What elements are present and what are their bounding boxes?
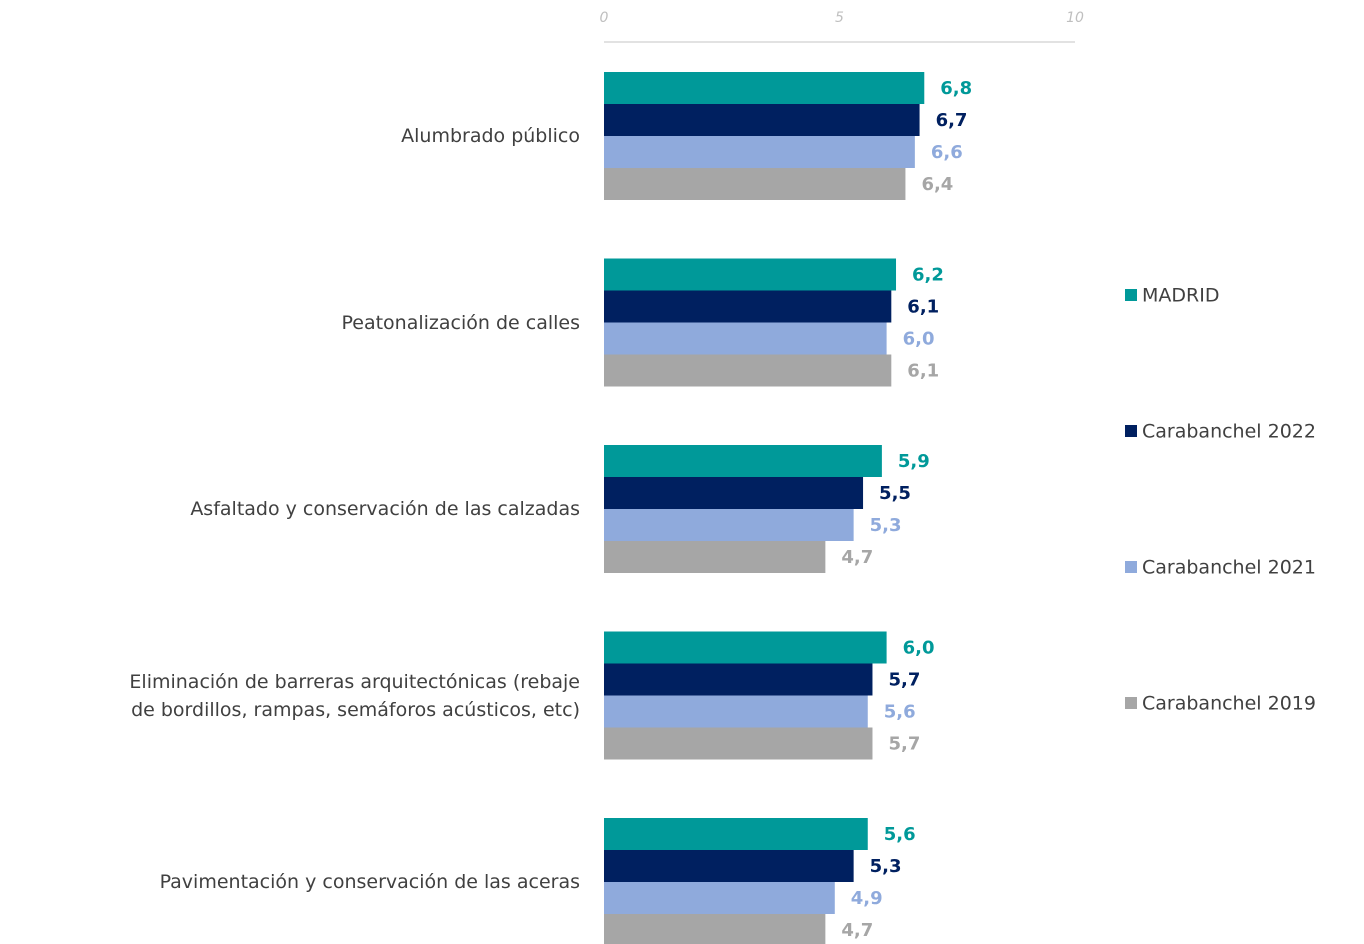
bar: [604, 136, 915, 168]
value-label: 4,7: [841, 547, 873, 568]
value-label: 6,1: [907, 297, 939, 318]
bar: [604, 850, 854, 882]
legend-swatch: [1125, 697, 1137, 709]
bar: [604, 631, 887, 664]
value-label: 5,3: [870, 856, 902, 877]
bar: [604, 695, 868, 728]
x-tick-label: 0: [600, 10, 609, 26]
bar: [604, 354, 892, 387]
value-label: 5,5: [879, 483, 911, 504]
legend-label: Carabanchel 2021: [1142, 557, 1316, 579]
legend-label: Carabanchel 2022: [1142, 421, 1316, 443]
bar: [604, 258, 897, 291]
bar: [604, 72, 925, 104]
value-label: 6,2: [912, 265, 944, 286]
value-label: 6,0: [903, 329, 935, 350]
bar: [604, 727, 873, 760]
value-label: 5,6: [884, 702, 916, 723]
value-label: 6,0: [903, 638, 935, 659]
value-label: 5,7: [888, 734, 920, 755]
value-label: 5,3: [870, 515, 902, 536]
category-label: Alumbrado público: [401, 125, 580, 147]
bar: [604, 168, 906, 200]
value-label: 6,7: [936, 110, 968, 131]
category-label: Eliminación de barreras arquitectónicas …: [129, 670, 580, 721]
bar: [604, 663, 873, 696]
category-label: Pavimentación y conservación de las acer…: [159, 871, 580, 893]
legend-swatch: [1125, 561, 1137, 573]
value-label: 4,9: [851, 888, 883, 909]
bar: [604, 914, 826, 944]
bar: [604, 445, 882, 477]
legend-swatch: [1125, 289, 1137, 301]
bar: [604, 477, 864, 509]
value-label: 5,6: [884, 824, 916, 845]
value-label: 4,7: [841, 920, 873, 941]
category-label: Asfaltado y conservación de las calzadas: [190, 498, 580, 520]
bar: [604, 104, 920, 136]
legend-label: Carabanchel 2019: [1142, 693, 1316, 715]
bar: [604, 322, 887, 355]
bar: [604, 541, 826, 573]
bar: [604, 290, 892, 323]
x-tick-label: 5: [835, 10, 844, 26]
legend-label: MADRID: [1142, 285, 1219, 307]
value-label: 6,1: [907, 361, 939, 382]
value-label: 5,9: [898, 451, 930, 472]
value-label: 6,4: [921, 174, 953, 195]
bar: [604, 882, 835, 914]
x-tick-label: 10: [1066, 10, 1084, 26]
value-label: 6,6: [931, 142, 963, 163]
value-label: 6,8: [940, 78, 972, 99]
legend-swatch: [1125, 425, 1137, 437]
bar: [604, 509, 854, 541]
category-label: Peatonalización de calles: [341, 311, 580, 334]
bar: [604, 818, 868, 850]
value-label: 5,7: [888, 670, 920, 691]
